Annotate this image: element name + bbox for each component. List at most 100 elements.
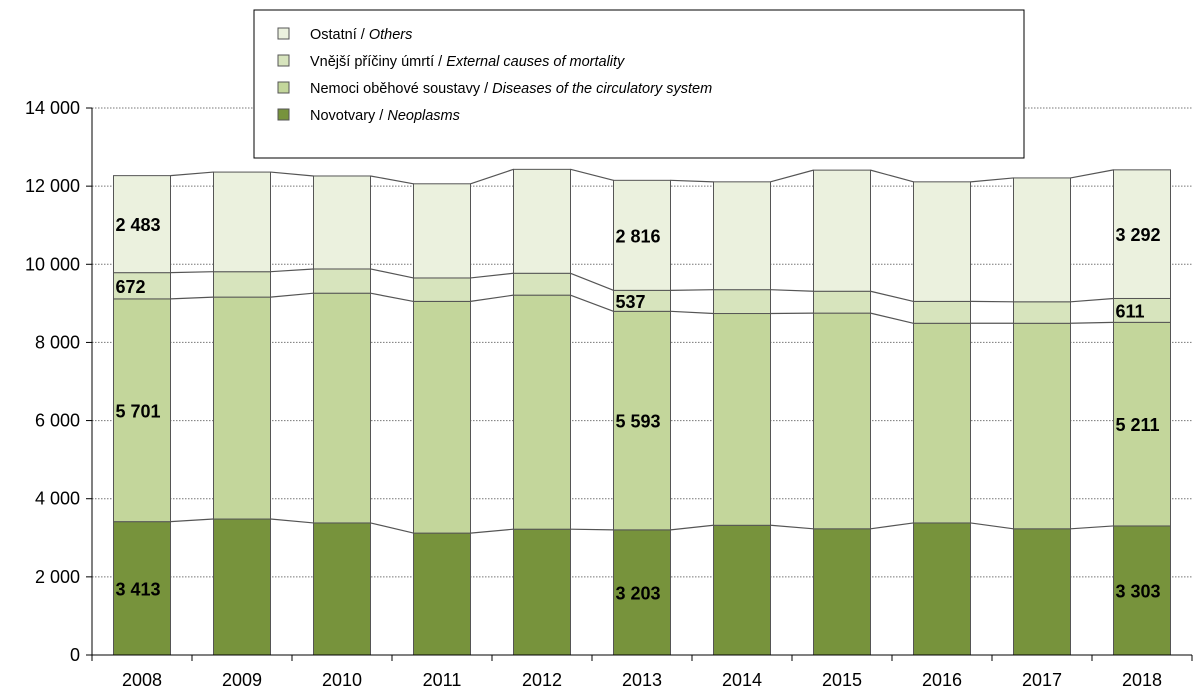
y-tick-label: 12 000 (25, 176, 80, 196)
data-label: 5 211 (1116, 415, 1160, 435)
series-connector (570, 272, 614, 291)
series-connector (570, 528, 614, 531)
x-tick-label: 2014 (722, 670, 762, 690)
legend-entry-en: Others (369, 27, 413, 43)
y-tick-label: 8 000 (35, 332, 80, 352)
data-label: 3 303 (1116, 581, 1161, 601)
series-connector-lines (170, 168, 1114, 534)
y-tick-label: 10 000 (25, 254, 80, 274)
data-label: 3 292 (1116, 225, 1161, 245)
series-connector (270, 268, 314, 273)
series-connector (870, 312, 914, 324)
data-label: 3 203 (616, 583, 661, 603)
bar-segment (813, 290, 871, 314)
legend: Ostatní / Others Vnější příčiny úmrtí / E… (253, 9, 1025, 159)
legend-entry: Nemoci oběhové soustavy / Diseases of th… (310, 81, 712, 97)
bar-segment (413, 532, 471, 656)
legend-entry-cz: Vnější příčiny úmrtí / (310, 54, 446, 70)
series-connector (270, 518, 314, 524)
series-connector (570, 294, 614, 312)
bar-segment (113, 521, 171, 656)
legend-entry-en: Diseases of the circulatory system (492, 81, 712, 97)
bar-segment (413, 277, 471, 302)
series-connector (870, 290, 914, 302)
data-label: 611 (1116, 301, 1145, 321)
bar-segment (513, 528, 571, 656)
series-connector (370, 522, 414, 534)
bar-segment (713, 289, 771, 315)
series-connector (170, 171, 214, 177)
bar-segment (313, 175, 371, 270)
series-connector (1070, 321, 1114, 324)
series-connector (870, 522, 914, 530)
series-connector (1070, 525, 1114, 530)
bar-segment (413, 183, 471, 279)
bar-segment (1113, 321, 1171, 527)
x-tick-label: 2017 (1022, 670, 1062, 690)
bar-segment (713, 181, 771, 291)
y-tick-label: 0 (70, 645, 80, 665)
bar-segment (313, 268, 371, 294)
series-connector (670, 524, 714, 531)
data-label: 537 (616, 292, 646, 312)
series-connector (670, 179, 714, 183)
series-connector (470, 294, 514, 302)
series-connector (970, 177, 1014, 183)
bar-segment (113, 298, 171, 523)
series-connector (370, 175, 414, 185)
legend-swatch (277, 81, 290, 94)
series-connector (470, 168, 514, 185)
bar-segment (613, 179, 671, 291)
bar-segment (713, 524, 771, 656)
bar-segment (213, 171, 271, 273)
legend-entry-en: Neoplasms (387, 108, 460, 124)
bar-segment (613, 529, 671, 656)
series-connector (570, 168, 614, 181)
data-label: 5 701 (116, 401, 161, 421)
legend-entry-cz: Novotvary / (310, 108, 387, 124)
bar-segment (913, 181, 971, 302)
data-label: 2 483 (116, 215, 161, 235)
data-labels: 3 413 5 701 672 2 483 3 203 5 593 537 2 816 3 30… (116, 215, 1161, 603)
bar-segment (813, 169, 871, 292)
data-label: 2 816 (616, 226, 661, 246)
x-tick-label: 2009 (222, 670, 262, 690)
series-connector (770, 169, 814, 183)
y-tick-label: 4 000 (35, 489, 80, 509)
data-label: 672 (116, 277, 146, 297)
y-tick-label: 6 000 (35, 411, 80, 431)
series-connector (1070, 169, 1114, 179)
bar-segment (513, 272, 571, 296)
bar-segment (913, 322, 971, 524)
legend-entry-cz: Ostatní / (310, 27, 369, 43)
bars (113, 168, 1171, 656)
legend-swatch (277, 108, 290, 121)
series-connector (470, 272, 514, 279)
bar-segment (813, 528, 871, 656)
bar-segment (913, 300, 971, 324)
series-connector (270, 292, 314, 298)
bar-segment (1113, 525, 1171, 656)
bar-segment (213, 296, 271, 520)
series-connector (870, 169, 914, 183)
series-connector (670, 289, 714, 291)
series-connector (770, 289, 814, 292)
x-tick-label: 2015 (822, 670, 862, 690)
series-connector (170, 296, 214, 300)
legend-entry: Vnější příčiny úmrtí / External causes o… (310, 54, 625, 70)
series-connector (1070, 297, 1114, 303)
legend-entry: Ostatní / Others (310, 27, 412, 43)
legend-entry-en: External causes of mortality (446, 54, 625, 70)
y-tick-label: 14 000 (25, 98, 80, 118)
x-tick-label: 2010 (322, 670, 362, 690)
x-tick-label: 2008 (122, 670, 162, 690)
series-connector (370, 268, 414, 279)
series-connector (170, 271, 214, 274)
legend-swatch (277, 54, 290, 67)
series-connector (470, 528, 514, 534)
series-connector (970, 522, 1014, 530)
series-connector (770, 524, 814, 530)
x-tick-label: 2012 (522, 670, 562, 690)
bar-segment (113, 272, 171, 300)
